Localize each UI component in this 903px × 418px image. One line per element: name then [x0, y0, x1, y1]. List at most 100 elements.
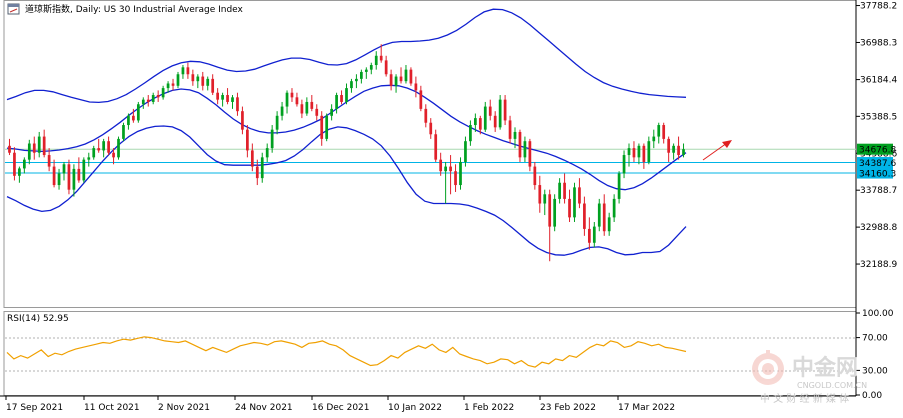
candle	[578, 178, 581, 209]
candle-body	[434, 134, 438, 160]
candle	[568, 189, 571, 222]
candle-body	[409, 69, 413, 84]
candle-body	[662, 125, 666, 139]
candle-body	[389, 74, 393, 86]
candle	[18, 166, 21, 183]
candle-body	[13, 152, 16, 176]
candle-body	[553, 198, 557, 227]
candle	[97, 138, 101, 153]
candle	[652, 129, 656, 149]
candle	[583, 196, 586, 236]
candle	[627, 143, 631, 167]
candle	[429, 118, 433, 139]
candle	[117, 136, 120, 160]
candle	[548, 189, 552, 262]
candle-body	[419, 90, 423, 109]
candle	[151, 92, 155, 105]
candle-body	[459, 161, 462, 186]
candle-body	[191, 74, 195, 82]
candle-body	[667, 138, 671, 153]
candle	[672, 143, 675, 160]
candle-body	[171, 83, 175, 86]
rsi-tick-label: 70.00	[862, 334, 888, 344]
candle	[473, 113, 477, 132]
candle	[156, 90, 160, 102]
candle-body	[360, 71, 363, 79]
candle-body	[637, 145, 641, 158]
candle-body	[523, 141, 527, 158]
candle	[13, 147, 16, 181]
candle	[305, 97, 309, 116]
watermark-slogan: 中 文 财 经 新 媒 体	[760, 392, 849, 405]
candle	[330, 104, 333, 121]
candle-body	[270, 129, 274, 149]
price-tag-box	[857, 143, 893, 155]
candle	[360, 69, 363, 84]
candle-body	[166, 83, 170, 89]
price-tick-label: 32188.9	[860, 260, 897, 270]
candle-body	[226, 95, 229, 102]
price-tick-label: 35388.5	[860, 112, 897, 122]
candle-body	[563, 182, 566, 199]
candle-body	[280, 106, 284, 116]
candle-body	[558, 182, 561, 199]
watermark-logo	[752, 350, 784, 385]
candle	[132, 108, 135, 123]
candle-body	[672, 145, 675, 153]
candle-body	[548, 194, 552, 227]
candle-body	[627, 148, 631, 156]
price-tick-label: 37788.2	[860, 2, 897, 12]
candle-body	[151, 95, 155, 102]
candle	[414, 76, 418, 98]
time-tick-label: 1 Feb 2022	[464, 403, 514, 413]
candle	[469, 120, 472, 146]
candle	[558, 178, 561, 204]
candle-body	[122, 125, 125, 139]
candle-body	[652, 136, 656, 142]
price-tag-box	[857, 157, 893, 169]
candle-body	[379, 55, 383, 61]
candle	[379, 44, 383, 63]
candle	[255, 159, 259, 186]
candle	[42, 129, 46, 158]
candle-body	[250, 150, 254, 167]
chart-window-icon[interactable]	[7, 3, 20, 15]
candle-body	[216, 92, 220, 100]
candle-body	[513, 131, 517, 139]
candle-body	[597, 203, 601, 227]
candle	[196, 74, 200, 89]
candle	[667, 136, 671, 162]
candle	[439, 152, 443, 176]
candle-body	[568, 198, 571, 218]
candle-body	[206, 78, 210, 86]
candle-body	[221, 95, 224, 100]
candle	[141, 97, 145, 109]
time-tick-label: 11 Oct 2021	[84, 403, 140, 413]
candle	[528, 138, 532, 172]
rsi-tick-label: 100.00	[862, 309, 894, 319]
candle	[533, 161, 537, 190]
candle-body	[52, 166, 56, 186]
candle	[677, 136, 680, 160]
candle-body	[231, 97, 234, 102]
candle	[275, 111, 279, 135]
candle-body	[320, 115, 324, 139]
candle	[478, 115, 482, 135]
time-tick-label: 2 Nov 2021	[158, 403, 210, 413]
candle-body	[587, 228, 591, 243]
candle	[57, 168, 61, 190]
candle-body	[657, 125, 661, 137]
candle	[587, 217, 591, 250]
candle	[607, 212, 611, 236]
candle-body	[161, 88, 165, 98]
candle	[513, 127, 517, 149]
candle-body	[682, 149, 685, 156]
candle	[503, 95, 507, 126]
candle	[404, 65, 408, 84]
candle	[231, 95, 234, 109]
candle	[295, 92, 299, 107]
candle	[62, 161, 66, 181]
time-tick-label: 17 Sep 2021	[6, 403, 63, 413]
candle	[459, 157, 462, 190]
candle-body	[508, 120, 512, 139]
